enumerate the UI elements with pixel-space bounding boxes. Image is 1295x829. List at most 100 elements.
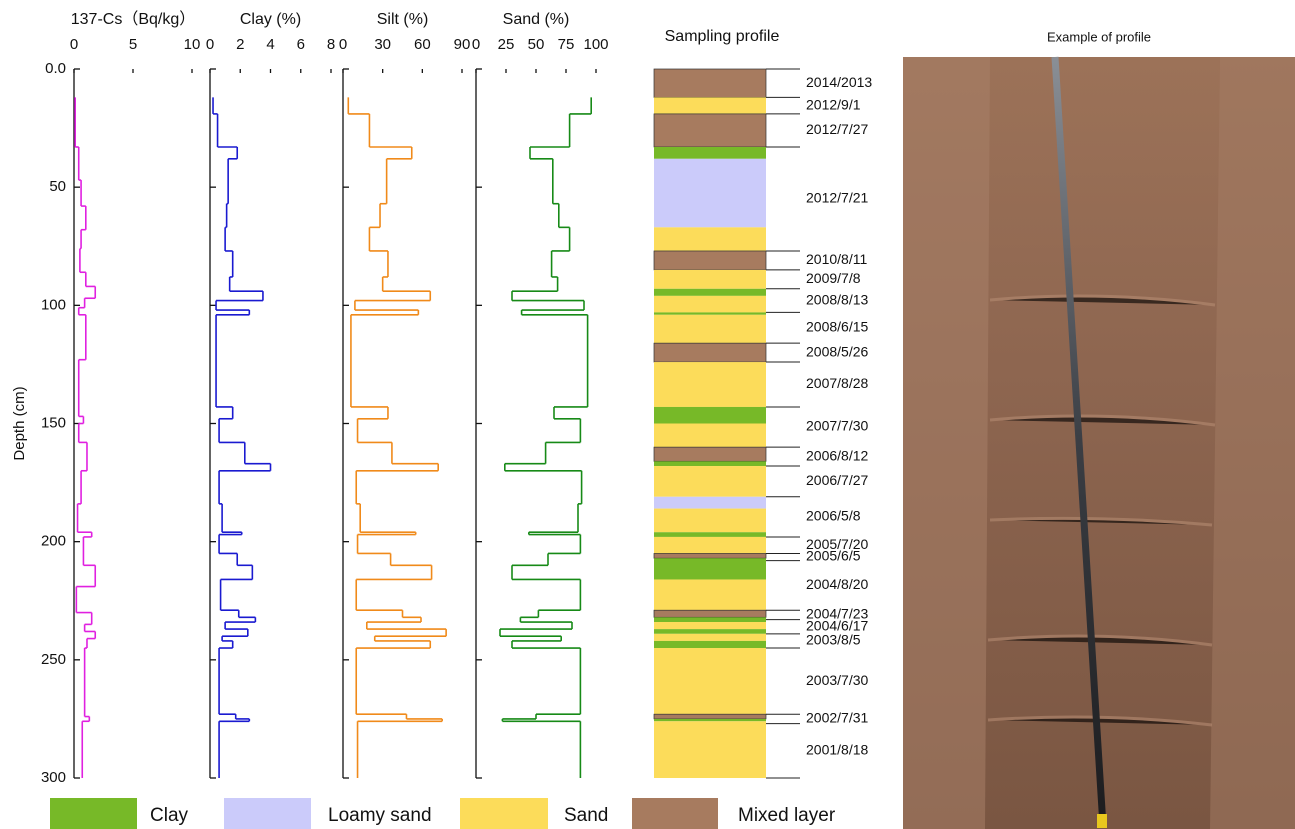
profile-layer bbox=[654, 114, 766, 147]
x-tick-label: 10 bbox=[184, 36, 201, 53]
x-tick-label: 90 bbox=[454, 36, 471, 53]
x-tick-label: 50 bbox=[528, 36, 545, 53]
date-label: 2006/7/27 bbox=[806, 472, 868, 488]
y-axis-label: Depth (cm) bbox=[11, 386, 28, 460]
step-series bbox=[75, 97, 95, 778]
x-tick-label: 0 bbox=[339, 36, 347, 53]
date-label: 2008/8/13 bbox=[806, 291, 868, 307]
panel-title: Clay (%) bbox=[240, 11, 301, 28]
x-tick-label: 0 bbox=[206, 36, 214, 53]
legend-label: Clay bbox=[150, 805, 189, 826]
profile-layer bbox=[654, 97, 766, 114]
y-tick-label: 250 bbox=[41, 651, 66, 668]
legend-swatch bbox=[632, 798, 718, 829]
date-label: 2002/7/31 bbox=[806, 710, 868, 726]
y-tick-label: 50 bbox=[49, 178, 66, 195]
date-label: 2010/8/11 bbox=[806, 251, 867, 267]
profile-layer bbox=[654, 558, 766, 579]
profile-layer bbox=[654, 343, 766, 362]
profile-layer bbox=[654, 617, 766, 622]
date-label: 2012/7/27 bbox=[806, 121, 868, 137]
date-label: 2009/7/8 bbox=[806, 270, 861, 286]
date-label: 2003/8/5 bbox=[806, 632, 861, 648]
date-label: 2005/6/5 bbox=[806, 548, 861, 564]
profile-layer bbox=[654, 407, 766, 424]
y-tick-label: 200 bbox=[41, 533, 66, 550]
profile-layer bbox=[654, 610, 766, 617]
y-tick-label: 100 bbox=[41, 296, 66, 313]
x-tick-label: 5 bbox=[129, 36, 137, 53]
legend-label: Sand bbox=[564, 805, 608, 826]
profile-layer bbox=[654, 312, 766, 314]
date-label: 2006/8/12 bbox=[806, 447, 868, 463]
panel-title: 137-Cs（Bq/kg） bbox=[71, 10, 196, 28]
y-tick-label: 300 bbox=[41, 769, 66, 786]
profile-layer bbox=[654, 629, 766, 634]
date-label: 2006/5/8 bbox=[806, 508, 861, 524]
panel-title: Sand (%) bbox=[503, 11, 570, 28]
profile-layer bbox=[654, 648, 766, 714]
photo-tape-end bbox=[1097, 814, 1107, 828]
profile-layer bbox=[654, 270, 766, 289]
date-label: 2008/6/15 bbox=[806, 318, 868, 334]
photo-wall bbox=[1210, 57, 1295, 829]
profile-layer bbox=[654, 641, 766, 648]
date-label: 2001/8/18 bbox=[806, 742, 868, 758]
legend-swatch bbox=[224, 798, 311, 829]
date-label: 2014/2013 bbox=[806, 74, 872, 90]
date-label: 2003/7/30 bbox=[806, 672, 868, 688]
profile-layer bbox=[654, 424, 766, 448]
profile-layer bbox=[654, 69, 766, 97]
profile-layer bbox=[654, 251, 766, 270]
photo bbox=[903, 57, 1295, 829]
legend-label: Loamy sand bbox=[328, 805, 432, 826]
profile-layer bbox=[654, 537, 766, 554]
profile-layer bbox=[654, 362, 766, 407]
profile-layer bbox=[654, 634, 766, 641]
profile-layer bbox=[654, 719, 766, 721]
x-tick-label: 75 bbox=[558, 36, 575, 53]
panel-title: Silt (%) bbox=[377, 11, 429, 28]
y-tick-label: 0.0 bbox=[45, 60, 66, 77]
step-series bbox=[500, 97, 591, 778]
date-label: 2008/5/26 bbox=[806, 343, 868, 359]
profile-layer bbox=[654, 509, 766, 533]
x-tick-label: 8 bbox=[327, 36, 335, 53]
photo-wall bbox=[903, 57, 990, 829]
profile-layer bbox=[654, 147, 766, 159]
x-tick-label: 0 bbox=[70, 36, 78, 53]
profile-layer bbox=[654, 227, 766, 251]
date-label: 2012/7/21 bbox=[806, 190, 868, 206]
date-label: 2007/7/30 bbox=[806, 418, 868, 434]
legend-label: Mixed layer bbox=[738, 805, 836, 826]
date-label: 2004/8/20 bbox=[806, 576, 868, 592]
step-series bbox=[213, 97, 270, 778]
step-series bbox=[348, 97, 446, 778]
x-tick-label: 6 bbox=[297, 36, 305, 53]
profile-layer bbox=[654, 714, 766, 719]
profile-layer bbox=[654, 159, 766, 228]
profile-layer bbox=[654, 466, 766, 497]
figure: Example of profile Sampling profile 137-… bbox=[0, 0, 1295, 829]
profile-layer bbox=[654, 289, 766, 296]
profile-layer bbox=[654, 315, 766, 343]
date-label: 2007/8/28 bbox=[806, 375, 868, 391]
x-tick-label: 30 bbox=[374, 36, 391, 53]
x-tick-label: 100 bbox=[583, 36, 608, 53]
profile-layer bbox=[654, 461, 766, 466]
x-tick-label: 0 bbox=[472, 36, 480, 53]
date-label: 2012/9/1 bbox=[806, 96, 861, 112]
x-tick-label: 25 bbox=[498, 36, 515, 53]
legend-swatch bbox=[460, 798, 548, 829]
profile-layer bbox=[654, 296, 766, 313]
x-tick-label: 60 bbox=[414, 36, 431, 53]
profile-layer bbox=[654, 579, 766, 610]
legend-swatch bbox=[50, 798, 137, 829]
profile-layer bbox=[654, 721, 766, 778]
x-tick-label: 2 bbox=[236, 36, 244, 53]
photo-title: Example of profile bbox=[1047, 29, 1151, 44]
profile-layer bbox=[654, 447, 766, 461]
x-tick-label: 4 bbox=[266, 36, 274, 53]
profile-layer bbox=[654, 497, 766, 509]
profile-layer bbox=[654, 553, 766, 558]
